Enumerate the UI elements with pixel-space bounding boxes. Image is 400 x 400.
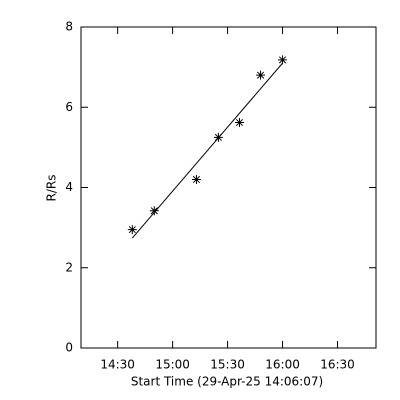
data-point: [191, 174, 201, 184]
plot-frame: [80, 26, 377, 349]
y-tick-label: 0: [65, 341, 73, 355]
x-tick-label: 16:00: [265, 358, 300, 372]
data-point: [234, 117, 244, 127]
data-point: [127, 225, 137, 235]
data-point: [278, 55, 288, 65]
data-point: [149, 206, 159, 216]
x-tick-label: 15:30: [210, 358, 245, 372]
y-tick-label: 4: [65, 180, 73, 194]
x-tick-label: 15:00: [155, 358, 190, 372]
x-axis-label: Start Time (29-Apr-25 14:06:07): [131, 375, 323, 389]
fit-line: [131, 62, 283, 239]
y-tick-label: 2: [65, 260, 73, 274]
y-axis-label: R/Rs: [45, 175, 59, 202]
y-tick-label: 6: [65, 100, 73, 114]
x-tick-label: 14:30: [100, 358, 135, 372]
y-tick-label: 8: [65, 20, 73, 34]
data-point: [256, 70, 266, 80]
x-tick-label: 16:30: [320, 358, 355, 372]
